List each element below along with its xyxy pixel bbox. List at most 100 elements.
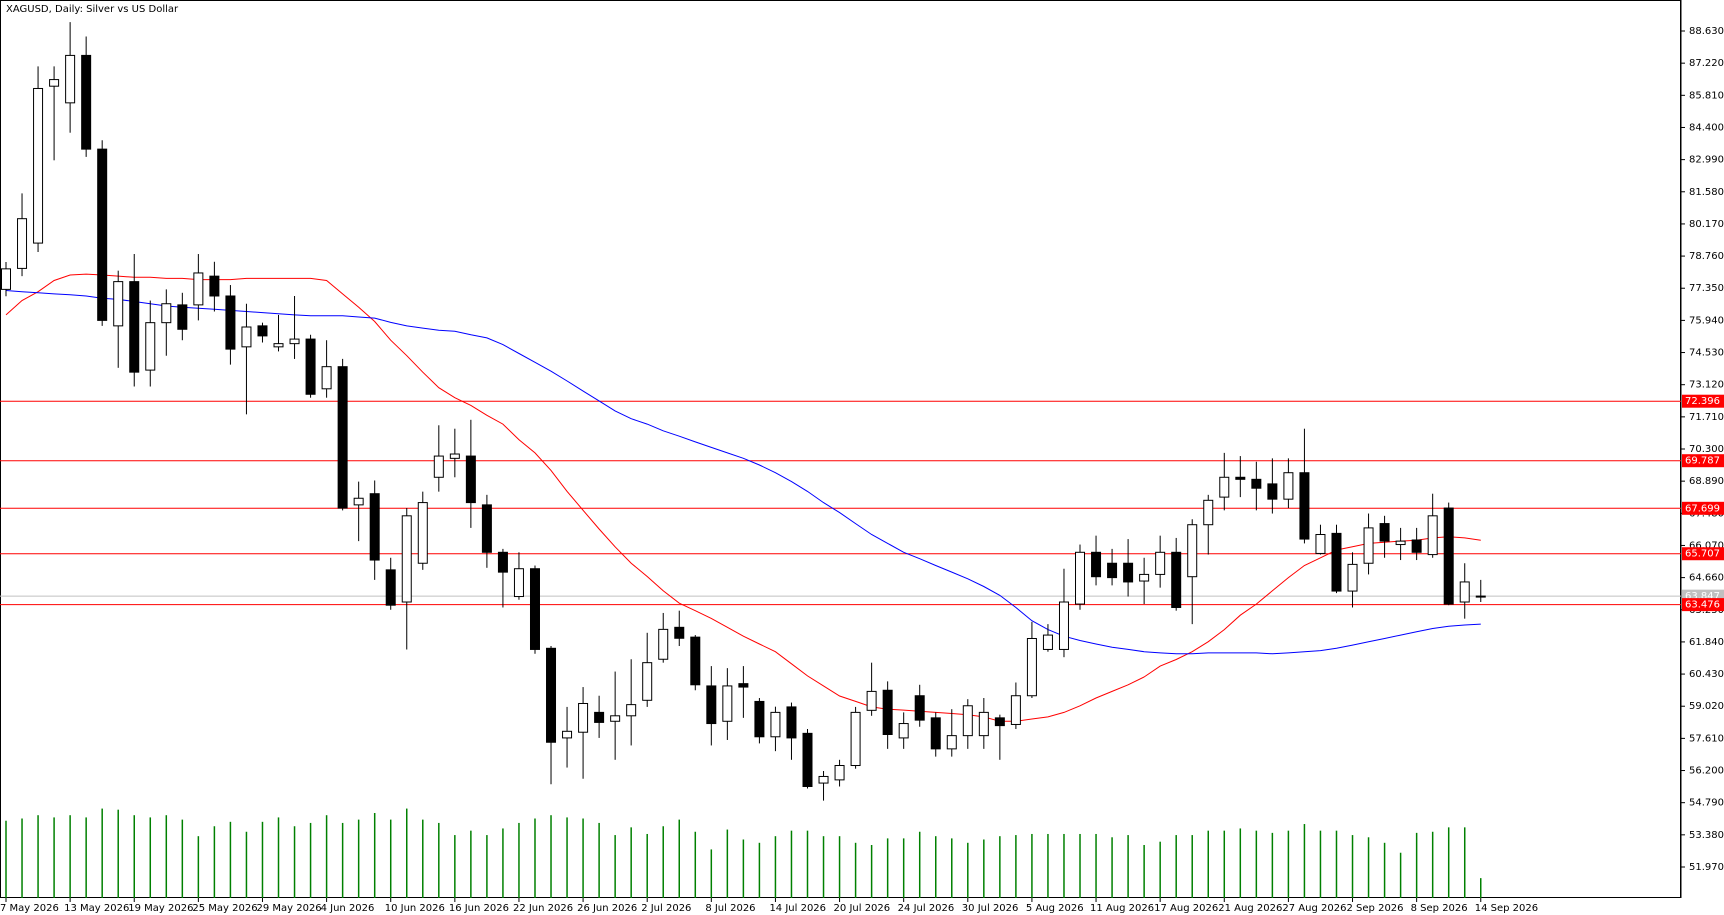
candle-body-up [978,711,989,737]
y-tick-label: 68.890 [1689,476,1724,487]
candle-body-down [385,569,396,606]
x-tick-label: 10 Jun 2026 [385,903,445,914]
y-tick-label: 59.020 [1689,701,1724,712]
candle-body-up [161,303,172,324]
candle-body-up [850,711,861,767]
candle-body-up [353,497,364,506]
candle-body-down [994,717,1005,727]
candle-body-up [562,730,573,739]
candle-body-down [337,366,348,509]
candle-body-down [802,732,813,787]
y-tick-label: 75.940 [1689,315,1724,326]
candle-body-down [369,493,380,561]
candle-body-up [1219,476,1230,498]
price-tag [1682,454,1724,468]
y-tick-label: 87.220 [1689,58,1724,69]
candle-body-up [658,628,669,660]
y-tick-label: 71.710 [1689,412,1724,423]
candle-body-up [1155,551,1166,575]
candle-body-up [642,662,653,701]
candle-body-up [17,218,28,269]
candle-body-down [81,54,92,150]
price-tag-label: 72.396 [1685,396,1720,407]
y-tick-label: 64.660 [1689,573,1724,584]
x-tick-label: 27 Aug 2026 [1282,903,1346,914]
x-tick-label: 26 Jun 2026 [577,903,637,914]
candle-body-down [97,148,108,321]
price-tag [1682,501,1724,515]
y-tick-label: 78.760 [1689,251,1724,262]
x-tick-label: 13 May 2026 [64,903,129,914]
price-tag [1682,547,1724,561]
candle-body-up [433,455,444,478]
x-tick-label: 16 Jun 2026 [449,903,509,914]
y-tick-label: 80.170 [1689,219,1724,230]
x-tick-label: 4 Jun 2026 [321,903,375,914]
candle-body-down [1235,476,1246,480]
y-tick-label: 57.610 [1689,733,1724,744]
candle-body-up [610,715,621,722]
candle-body-down [930,717,941,750]
moving-average [5,290,1481,655]
candle-body-up [770,711,781,738]
x-tick-label: 19 May 2026 [128,903,193,914]
x-tick-label: 8 Sep 2026 [1411,903,1468,914]
candle-body-up [1395,540,1406,546]
price-tag-label: 67.699 [1685,503,1720,514]
candle-body-up [193,272,204,306]
y-tick-label: 56.200 [1689,766,1724,777]
candle-body-down [914,695,925,721]
x-tick-label: 5 Aug 2026 [1026,903,1084,914]
candle-body-up [866,690,877,711]
x-tick-label: 21 Aug 2026 [1218,903,1282,914]
candle-body-down [1331,532,1342,592]
candle-body-down [497,551,508,573]
x-tick-label: 17 Aug 2026 [1154,903,1218,914]
candle-body-down [177,304,188,330]
candle-body-up [1203,499,1214,526]
y-tick-label: 77.350 [1689,283,1724,294]
candle-body-down [529,568,540,650]
x-tick-label: 2 Sep 2026 [1347,903,1404,914]
candle-body-up [1347,563,1358,592]
candle-body-up [417,502,428,564]
y-tick-label: 70.300 [1689,444,1724,455]
x-tick-label: 25 May 2026 [192,903,257,914]
candle-body-up [962,705,973,737]
candle-body-up [65,54,76,104]
x-tick-label: 20 Jul 2026 [834,903,891,914]
candle-body-down [674,626,685,639]
candle-body-down [1091,551,1102,578]
candle-body-up [113,281,124,327]
candle-body-up [1042,634,1053,650]
candle-body-up [946,735,957,750]
candle-body-down [1443,507,1454,605]
candle-body-up [513,568,524,598]
y-tick-label: 74.530 [1689,348,1724,359]
y-tick-label: 88.630 [1689,26,1724,37]
candle-body-down [546,647,557,743]
candle-body-up [241,326,252,348]
candle-body-up [1363,527,1374,564]
candle-body-up [578,702,589,733]
candle-body-down [465,455,476,504]
price-tag-label: 65.707 [1685,549,1720,560]
candle-body-up [1026,637,1037,697]
x-tick-label: 14 Jul 2026 [769,903,826,914]
plot-frame [0,0,1681,898]
candle-body-up [401,515,412,603]
candle-body-down [1171,551,1182,608]
candle-body-up [626,704,637,717]
candle-body-down [1379,523,1390,542]
candle-body-up [818,775,829,784]
candle-body-up [1058,601,1069,650]
candle-body-up [1459,581,1470,603]
y-tick-label: 60.430 [1689,669,1724,680]
candle-body-down [754,700,765,738]
candle-body-down [738,683,749,688]
y-tick-label: 82.990 [1689,155,1724,166]
candle-body-up [449,453,460,459]
candle-body-down [1411,539,1422,553]
candle-body-down [1299,472,1310,540]
y-tick-label: 85.810 [1689,90,1724,101]
